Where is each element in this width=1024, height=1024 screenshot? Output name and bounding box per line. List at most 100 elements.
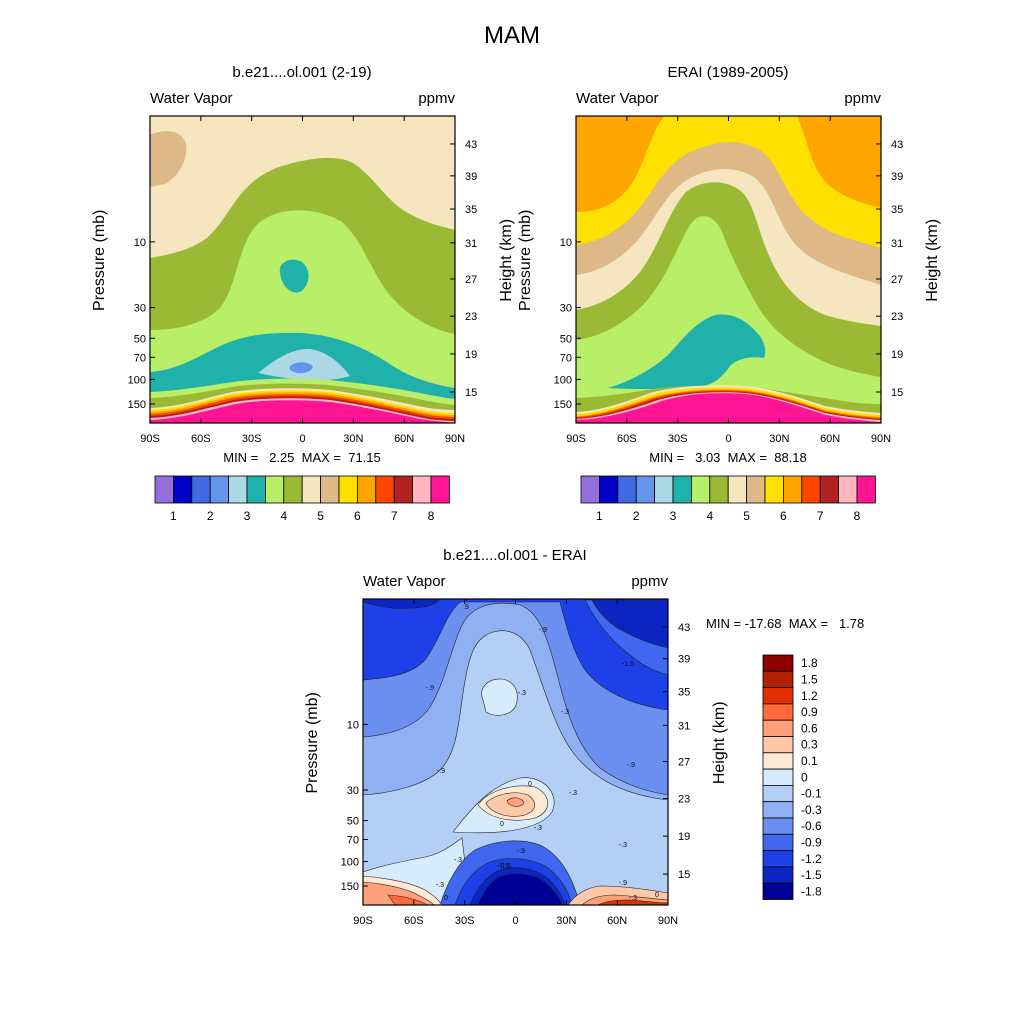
panel-model-title: b.e21....ol.001 (2-19) bbox=[232, 64, 371, 81]
y2-tick-label: 27 bbox=[891, 274, 903, 286]
colorbar-box bbox=[762, 719, 794, 737]
panel-model: b.e21....ol.001 (2-19) Water Vapor ppmv … bbox=[91, 64, 515, 523]
colorbar-label: 1 bbox=[170, 509, 177, 523]
y2-tick-label: 39 bbox=[465, 171, 477, 183]
y-tick-label: 100 bbox=[128, 374, 146, 386]
panel-diff-stats: MIN = -17.68 MAX = 1.78 bbox=[706, 616, 864, 631]
colorbar-box bbox=[801, 475, 821, 504]
contour-label: -1.5 bbox=[497, 863, 509, 870]
x-tick-label: 60S bbox=[191, 433, 211, 445]
x-tick-label: 90S bbox=[140, 433, 160, 445]
contour-label: -.9 bbox=[619, 880, 627, 887]
colorbar-box bbox=[727, 475, 748, 504]
y-tick-label: 10 bbox=[560, 237, 572, 249]
colorbar-label: -1.5 bbox=[801, 868, 822, 882]
colorbar-box bbox=[856, 475, 876, 504]
y2-tick-label: 23 bbox=[465, 311, 477, 323]
x-tick-label: 90N bbox=[658, 915, 678, 927]
panel-diff: b.e21....ol.001 - ERAI Water Vapor ppmv bbox=[304, 547, 864, 927]
y-tick-label: 30 bbox=[560, 303, 572, 315]
x-tick-label: 30S bbox=[242, 433, 262, 445]
y2-tick-label: 39 bbox=[891, 171, 903, 183]
x-tick-label: 0 bbox=[725, 433, 731, 445]
panel-model-colorbar: 1 2 3 4 5 6 7 8 bbox=[154, 475, 450, 523]
y2-tick-label: 39 bbox=[678, 654, 690, 666]
colorbar-label: -0.1 bbox=[801, 787, 822, 801]
panel-model-units: ppmv bbox=[418, 90, 455, 107]
colorbar-label: 2 bbox=[207, 509, 214, 523]
y2-tick-label: 27 bbox=[465, 274, 477, 286]
x-tick-label: 30N bbox=[343, 433, 363, 445]
wv-level-region bbox=[576, 393, 881, 423]
colorbar-box bbox=[783, 475, 803, 504]
colorbar-label: 5 bbox=[743, 509, 750, 523]
y-tick-label: 30 bbox=[347, 785, 359, 797]
colorbar-box bbox=[762, 866, 794, 884]
colorbar-box bbox=[762, 752, 794, 770]
colorbar-box bbox=[338, 475, 358, 504]
y2-tick-label: 19 bbox=[678, 831, 690, 843]
colorbar-box bbox=[356, 475, 377, 504]
colorbar-box bbox=[762, 670, 794, 688]
colorbar-label: 3 bbox=[670, 509, 677, 523]
y-tick-label: 10 bbox=[347, 719, 359, 731]
colorbar-box bbox=[617, 475, 637, 504]
panel-erai-units: ppmv bbox=[844, 90, 881, 107]
panel-diff-contour-labels: .9-.9-1.5-.9-.3-1.5-.9-.3-.9-.3-.300-.3-… bbox=[426, 604, 659, 902]
contour-label: 0 bbox=[500, 821, 504, 828]
y-tick-label: 30 bbox=[134, 303, 146, 315]
colorbar-box bbox=[762, 850, 794, 868]
y2-tick-label: 19 bbox=[465, 349, 477, 361]
colorbar-box bbox=[762, 768, 794, 786]
y2-tick-label: 23 bbox=[891, 311, 903, 323]
x-tick-label: 90S bbox=[566, 433, 586, 445]
colorbar-box bbox=[746, 475, 766, 504]
colorbar-box bbox=[762, 882, 794, 900]
wv-level-region bbox=[279, 259, 309, 293]
x-tick-label: 90N bbox=[871, 433, 891, 445]
colorbar-box bbox=[301, 475, 322, 504]
contour-label: -.3 bbox=[561, 709, 569, 716]
y-tick-label: 70 bbox=[134, 352, 146, 364]
y-tick-label: 70 bbox=[560, 352, 572, 364]
panel-erai-variable: Water Vapor bbox=[576, 90, 659, 107]
x-tick-label: 0 bbox=[299, 433, 305, 445]
diff-level-region bbox=[506, 797, 525, 807]
contour-label: 0 bbox=[655, 892, 659, 899]
wv-level-region bbox=[289, 362, 313, 374]
x-tick-label: 30S bbox=[668, 433, 688, 445]
y2-tick-label: 35 bbox=[678, 687, 690, 699]
colorbar-label: 4 bbox=[280, 509, 287, 523]
colorbar-box bbox=[762, 817, 794, 835]
y-axis-label: Pressure (mb) bbox=[517, 210, 534, 311]
diff-level-region bbox=[363, 630, 668, 905]
y-tick-label: 70 bbox=[347, 835, 359, 847]
colorbar-box bbox=[246, 475, 266, 504]
colorbar-box bbox=[762, 801, 794, 819]
y-tick-label: 50 bbox=[560, 333, 572, 345]
contour-label: -1.5 bbox=[622, 661, 634, 668]
y2-tick-label: 43 bbox=[891, 139, 903, 151]
y2-tick-label: 43 bbox=[465, 139, 477, 151]
wv-level-region bbox=[150, 400, 455, 423]
y2-tick-label: 31 bbox=[678, 720, 690, 732]
colorbar-box bbox=[172, 475, 193, 504]
contour-label: -.3 bbox=[619, 842, 627, 849]
colorbar-box bbox=[209, 475, 229, 504]
colorbar-box bbox=[393, 475, 414, 504]
contour-label: -.3 bbox=[534, 825, 542, 832]
y2-tick-label: 19 bbox=[891, 349, 903, 361]
panel-erai-colorbar: 1 2 3 4 5 6 7 8 bbox=[580, 475, 876, 523]
panel-diff-title: b.e21....ol.001 - ERAI bbox=[443, 547, 586, 564]
panel-model-variable: Water Vapor bbox=[150, 90, 233, 107]
colorbar-label: 6 bbox=[354, 509, 361, 523]
diff-level-region bbox=[481, 678, 518, 716]
colorbar-label: 1.8 bbox=[801, 656, 818, 670]
y-tick-label: 50 bbox=[347, 816, 359, 828]
y-axis-label: Pressure (mb) bbox=[304, 692, 321, 793]
colorbar-label: -0.9 bbox=[801, 835, 822, 849]
colorbar-box bbox=[762, 703, 794, 721]
colorbar-label: 1.5 bbox=[801, 672, 818, 686]
y2-tick-label: 35 bbox=[465, 204, 477, 216]
